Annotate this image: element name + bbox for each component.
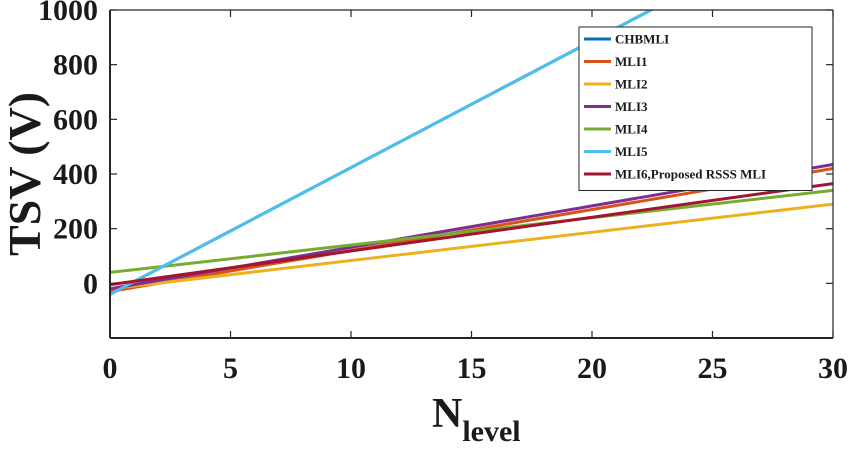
x-tick-label-4: 20 [577, 352, 607, 385]
x-tick-label-2: 10 [336, 352, 366, 385]
legend-entry-5: MLI5 [615, 144, 648, 159]
y-tick-label-3: 600 [53, 103, 98, 136]
x-tick-label-1: 5 [223, 352, 238, 385]
legend: CHBMLI MLI1 MLI2 MLI3 MLI4 MLI5 MLI6,Proposed … [578, 26, 813, 191]
legend-entry-0: CHBMLI [615, 32, 669, 47]
x-tick-label-5: 25 [698, 352, 728, 385]
x-axis-title-main: N [432, 391, 462, 437]
legend-entry-6: MLI6,Proposed RSSS MLI [615, 167, 766, 182]
y-tick-label-4: 800 [53, 49, 98, 82]
y-tick-label-2: 400 [53, 158, 98, 191]
legend-entry-3: MLI3 [615, 99, 648, 114]
x-axis-title: Nlevel [432, 391, 521, 448]
x-axis-title-subscript: level [462, 415, 520, 448]
legend-entry-2: MLI2 [615, 77, 648, 92]
y-tick-label-5: 1000 [38, 0, 98, 27]
y-tick-label-0: 0 [83, 267, 98, 300]
legend-entry-4: MLI4 [615, 122, 648, 137]
x-tick-label-6: 30 [818, 352, 848, 385]
x-tick-label-0: 0 [103, 352, 118, 385]
y-tick-label-1: 200 [53, 213, 98, 246]
x-tick-label-3: 15 [457, 352, 487, 385]
y-axis-title: TSV (V) [0, 92, 50, 256]
series-line-4 [110, 188, 833, 274]
series-line-5 [110, 10, 655, 296]
ticks-layer: 0 5 10 15 20 25 30 0 200 400 600 800 1000 [38, 0, 848, 385]
legend-box [578, 26, 813, 191]
series-line-6 [110, 182, 833, 287]
series-line-2 [110, 202, 833, 291]
legend-entry-1: MLI1 [615, 54, 648, 69]
